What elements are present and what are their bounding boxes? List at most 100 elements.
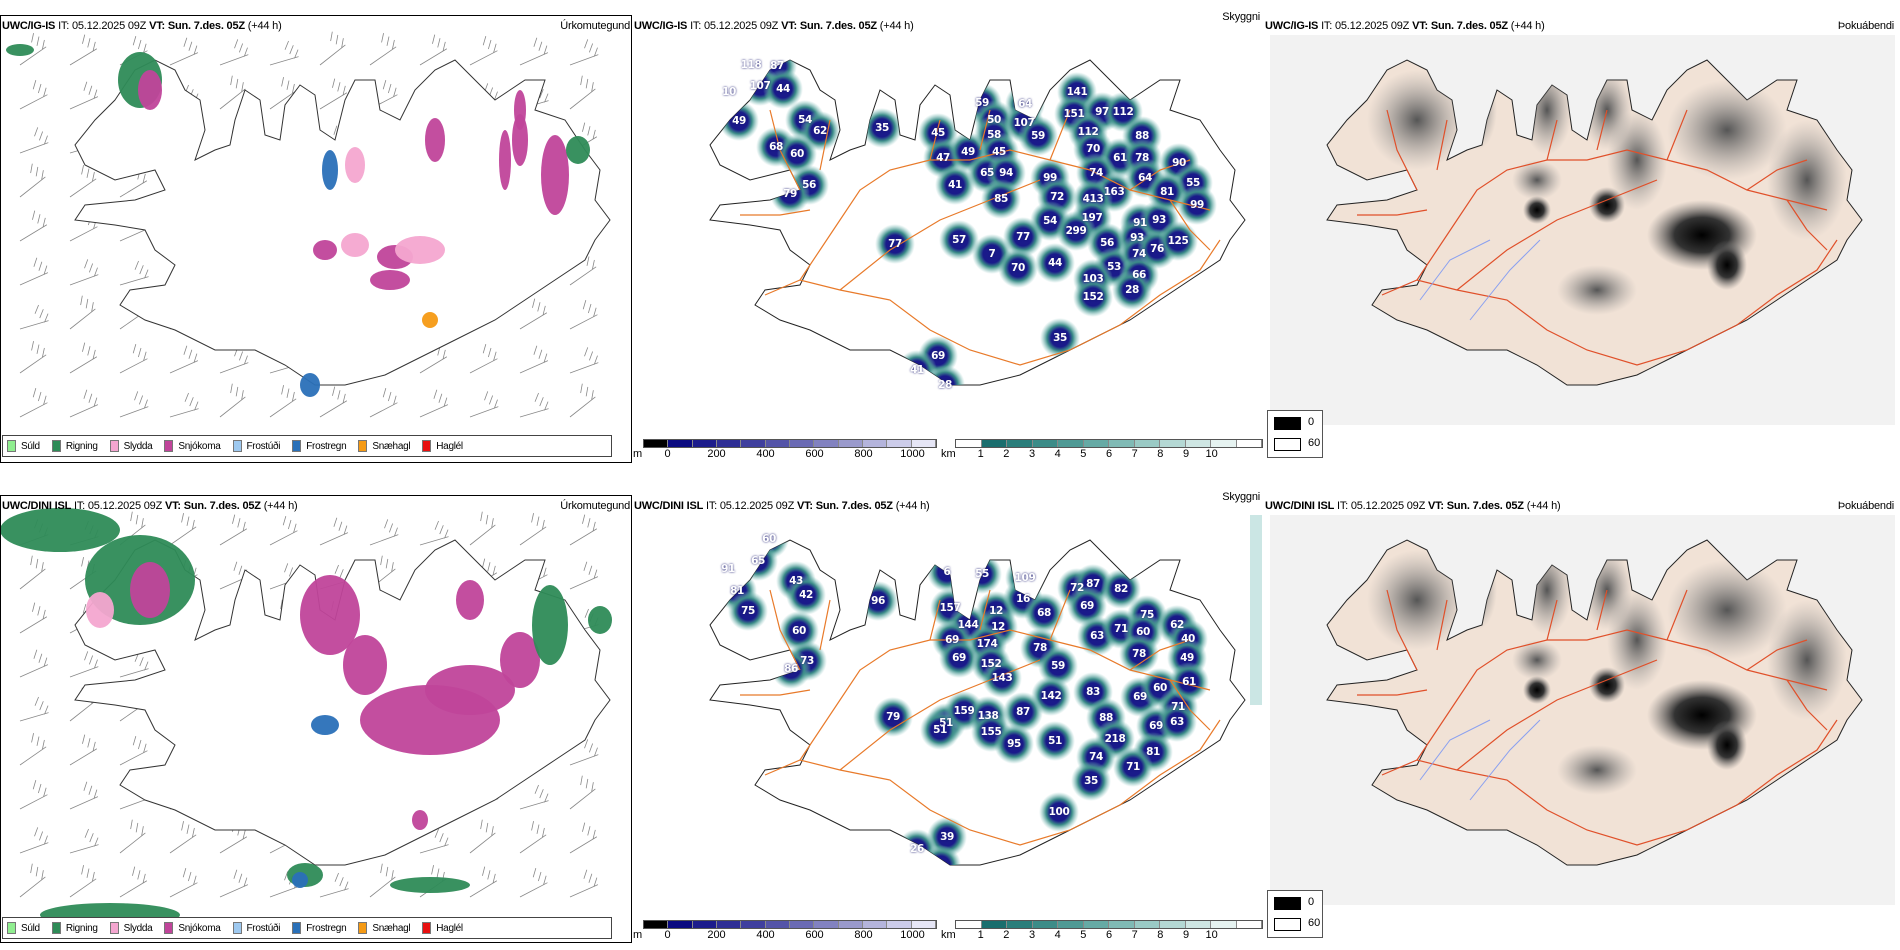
wind-barb xyxy=(519,298,548,330)
cloud-base-label: 45 xyxy=(931,127,945,139)
colorbar-cell xyxy=(716,440,742,447)
cloud-base-label: 49 xyxy=(961,146,975,158)
cloud-base-label: 151 xyxy=(1063,108,1085,120)
legend-swatch xyxy=(422,922,432,934)
cloud-base-label: 69 xyxy=(1149,720,1163,732)
colorbar-tick: 0 xyxy=(664,448,671,460)
panel-name-visibility: Skyggni xyxy=(1222,491,1260,503)
colorbar-cell xyxy=(1032,440,1058,447)
wind-barb xyxy=(269,516,298,546)
colorbar-cell xyxy=(692,440,717,447)
cloud-base-label: 68 xyxy=(769,141,783,153)
cloud-base-label: 60 xyxy=(1136,626,1150,638)
colorbar-cell xyxy=(644,921,669,928)
colorbar-cell xyxy=(1083,440,1109,447)
cloud-base-label: 142 xyxy=(1040,690,1062,702)
wind-barb xyxy=(19,257,49,286)
wind-barb xyxy=(269,385,297,418)
cloud-base-label: 93 xyxy=(1130,232,1144,244)
lead-time: (+44 h) xyxy=(895,500,930,512)
cloud-base-label: 60 xyxy=(792,625,806,637)
legend-item-1: Rigning xyxy=(51,922,98,934)
wind-barb xyxy=(219,869,249,898)
cloud-base-label: 59 xyxy=(1051,660,1065,672)
wind-barb xyxy=(69,295,96,330)
precip-area xyxy=(456,580,484,620)
wind-barb xyxy=(219,347,249,374)
cloud-base-label: 88 xyxy=(1099,712,1113,724)
dense-fog-area xyxy=(1523,196,1551,224)
colorbar-tick: 9 xyxy=(1182,929,1190,941)
colorbar-cell xyxy=(765,440,790,447)
cloud-base-label: 66 xyxy=(1132,269,1146,281)
colorbar-cell xyxy=(1160,440,1186,447)
valid-time-label: VT: xyxy=(781,20,797,32)
valid-time-value: Sun. 7.des. 05Z xyxy=(183,500,261,512)
cloud-base-label: 78 xyxy=(1033,642,1047,654)
wind-barb xyxy=(369,555,396,590)
cloud-base-label: 73 xyxy=(800,655,814,667)
low-cloud-area xyxy=(728,591,768,631)
wind-barb xyxy=(19,33,47,66)
colorbar-tick: 10 xyxy=(1205,448,1218,460)
init-time-value: 05.12.2025 09Z xyxy=(1334,20,1410,32)
wind-barb xyxy=(569,775,596,810)
low-cloud-area xyxy=(1169,662,1209,702)
panel-title: UWC/DINI ISL IT: 05.12.2025 09Z VT: Sun.… xyxy=(634,500,930,512)
legend-label: Frostúði xyxy=(246,440,281,452)
wind-barb xyxy=(569,739,599,766)
wind-barb xyxy=(69,828,99,854)
wind-barb xyxy=(569,75,596,110)
panel-name-precip-type: Úrkomutegund xyxy=(560,20,630,32)
wind-barb xyxy=(419,520,449,546)
colorbar-cells xyxy=(643,439,937,448)
cloud-base-label: 57 xyxy=(952,234,966,246)
wind-barb xyxy=(319,78,348,110)
cloud-base-label: 56 xyxy=(802,179,816,191)
colorbar-cell xyxy=(887,440,912,447)
legend-item-0: Súld xyxy=(7,922,40,934)
colorbar-cell xyxy=(1236,440,1262,447)
cloud-base-label: 72 xyxy=(1070,582,1084,594)
cloud-base-label: 59 xyxy=(975,97,989,109)
cloud-base-label: 10 xyxy=(722,86,736,98)
colorbar-cell xyxy=(1185,921,1211,928)
cloud-base-label: 62 xyxy=(1170,619,1184,631)
colorbar-unit: m xyxy=(633,929,643,941)
precip-area xyxy=(425,118,445,162)
cloud-base-label: 55 xyxy=(975,568,989,580)
cloud-base-colorbar: m 0 200 400 600 800 1000 xyxy=(633,918,937,941)
wind-barb xyxy=(169,392,199,418)
low-cloud-area xyxy=(1003,217,1043,257)
wind-barb xyxy=(69,81,99,110)
colorbar-cells xyxy=(955,920,1263,929)
precip-area xyxy=(395,236,445,264)
init-time-label: IT: xyxy=(1336,500,1348,512)
wind-barb xyxy=(19,80,48,110)
cloud-base-colorbar: m 0 200 400 600 800 1000 xyxy=(633,437,937,460)
cloud-base-label: 61 xyxy=(1182,676,1196,688)
wind-barb xyxy=(219,514,248,546)
model-name: UWC/DINI ISL xyxy=(634,500,704,512)
colorbar-cell xyxy=(814,921,839,928)
init-time-label: IT: xyxy=(705,500,717,512)
fog-index-legend: 0 60 xyxy=(1267,890,1323,938)
cloud-base-label: 40 xyxy=(1181,633,1195,645)
colorbar-tick: 600 xyxy=(805,929,824,941)
legend-swatch xyxy=(7,440,16,452)
colorbar-tick: 1000 xyxy=(900,448,925,460)
wind-barb xyxy=(419,389,449,418)
colorbar-tick: 2 xyxy=(1003,929,1010,941)
cloud-base-label: 118 xyxy=(740,59,762,71)
legend-item-2: Slydda xyxy=(109,440,153,452)
legend-swatch xyxy=(164,922,174,934)
wind-barb xyxy=(119,344,148,374)
legend-label: Frostúði xyxy=(246,922,281,934)
cloud-base-label: 91 xyxy=(721,563,735,575)
wind-barb xyxy=(319,31,346,66)
cloud-base-label: 100 xyxy=(1048,806,1070,818)
colorbar-tick: 400 xyxy=(756,929,775,941)
cloud-base-label: 218 xyxy=(1104,733,1126,745)
colorbar-tick: 3 xyxy=(1028,448,1036,460)
cloud-base-label: 152 xyxy=(1082,291,1104,303)
